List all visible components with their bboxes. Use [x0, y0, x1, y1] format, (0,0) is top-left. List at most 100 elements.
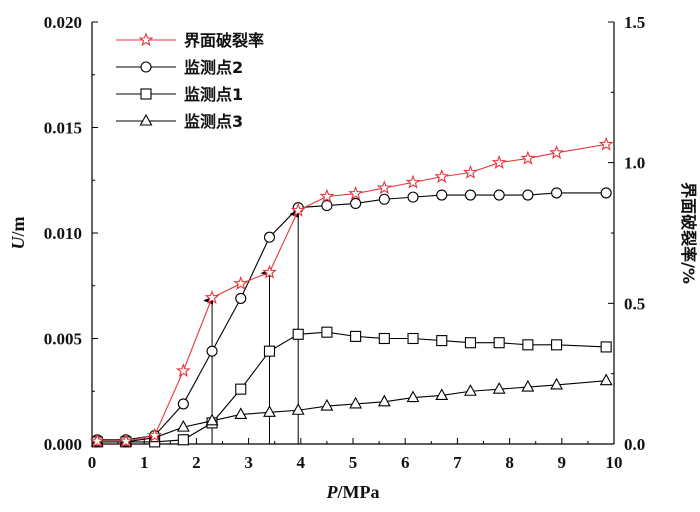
series-circle-point — [600, 187, 612, 199]
y-left-tick-label: 0.005 — [44, 330, 82, 349]
series-square-point — [292, 328, 304, 340]
y-right-axis-title: 界面破裂率/% — [679, 182, 698, 284]
series-triangle-point — [464, 384, 477, 396]
series-square-point — [600, 341, 612, 353]
legend-item-star: 界面破裂率 — [116, 31, 264, 50]
series-star-point — [491, 154, 507, 169]
series-triangle-point — [320, 398, 334, 411]
series-triangle — [90, 373, 613, 447]
series-layer — [89, 136, 614, 448]
series-triangle-point — [550, 377, 564, 390]
series-circle-point — [464, 189, 477, 201]
series-star-point — [376, 180, 392, 195]
x-tick-label: 2 — [192, 453, 201, 472]
series-triangle-point — [521, 379, 535, 392]
series-triangle-point — [599, 373, 613, 386]
y-left-tick-label: 0.020 — [44, 13, 82, 32]
series-circle-point — [321, 200, 333, 212]
series-circle-line — [97, 192, 607, 441]
x-axis-title: P/MPa — [326, 482, 380, 502]
series-triangle-point — [349, 396, 363, 409]
legend-marker-square — [140, 88, 152, 100]
series-circle-point — [493, 189, 505, 201]
series-triangle-point — [205, 413, 219, 426]
legend-label: 监测点1 — [184, 85, 243, 104]
series-triangle-point — [234, 407, 248, 420]
series-triangle-point — [406, 390, 420, 403]
y-left-axis-title-unit: /m — [8, 216, 28, 237]
series-triangle-point — [263, 405, 276, 417]
legend-label: 监测点2 — [184, 58, 243, 77]
series-star-point — [204, 289, 220, 304]
series-star-point — [262, 264, 277, 279]
x-tick-label: 3 — [244, 453, 253, 472]
x-tick-label: 4 — [297, 453, 306, 472]
series-star-point — [175, 363, 191, 378]
y-right-tick-label: 0.0 — [624, 435, 645, 454]
series-square-point — [551, 339, 563, 351]
plot-frame — [91, 22, 615, 445]
series-circle-point — [350, 197, 362, 210]
y-left-axis-title-symbol: U — [8, 236, 28, 250]
series-star-line — [97, 143, 607, 442]
series-triangle-point — [492, 381, 506, 394]
series-square-point — [378, 332, 390, 345]
series-square-point — [350, 330, 362, 342]
series-square-point — [436, 335, 448, 347]
series-star-point — [348, 185, 364, 200]
series-triangle-point — [291, 403, 305, 415]
series-circle-point — [551, 187, 563, 199]
series-star-point — [549, 145, 564, 160]
y-left-tick-label: 0.015 — [44, 119, 82, 138]
series-circle-point — [407, 191, 419, 203]
x-tick-label: 1 — [140, 453, 149, 472]
series-triangle-point — [377, 394, 391, 407]
series-circle-point — [378, 193, 390, 205]
series-star-point — [319, 188, 335, 203]
y-right-axis-ticks: 0.0 0.5 1.0 1.5 — [608, 13, 645, 454]
series-star — [89, 136, 614, 448]
series-star-point — [233, 275, 249, 290]
x-axis-title-unit: /MPa — [337, 482, 380, 502]
x-axis-ticks: 0 1 2 3 4 5 6 7 8 9 10 — [88, 438, 623, 472]
x-axis-title-symbol: P — [326, 482, 339, 502]
legend-item-square: 监测点1 — [116, 85, 243, 104]
y-right-tick-label: 0.5 — [624, 294, 645, 313]
series-square-point — [464, 337, 477, 349]
y-left-axis-ticks: 0.000 0.005 0.010 0.015 0.020 — [44, 13, 98, 454]
x-tick-label: 8 — [505, 453, 514, 472]
legend-label: 监测点3 — [184, 112, 243, 131]
series-star-point — [118, 433, 134, 448]
series-square-point — [522, 339, 534, 351]
x-tick-label: 6 — [401, 453, 410, 472]
series-star-point — [598, 136, 614, 151]
series-triangle-point — [176, 419, 190, 432]
x-tick-label: 10 — [606, 453, 623, 472]
series-star-point — [520, 150, 536, 165]
series-star-point — [463, 164, 478, 179]
y-left-tick-label: 0.000 — [44, 435, 82, 454]
x-tick-label: 5 — [349, 453, 358, 472]
series-circle-point — [235, 292, 247, 304]
legend-marker-triangle — [139, 113, 153, 126]
series-square-point — [177, 434, 189, 446]
x-tick-label: 9 — [558, 453, 567, 472]
series-star-point — [147, 427, 163, 442]
y-right-tick-label: 1.0 — [624, 154, 645, 173]
series-circle-point — [206, 345, 218, 357]
annotation-arrows — [203, 210, 300, 444]
series-square-point — [321, 326, 333, 338]
series-circle-point — [436, 189, 448, 201]
series-square-point — [263, 345, 276, 357]
series-circle-point — [177, 398, 189, 410]
y-left-tick-label: 0.010 — [44, 224, 82, 243]
series-star-point — [290, 202, 306, 217]
x-tick-label: 7 — [453, 453, 462, 472]
legend-item-triangle: 监测点3 — [116, 112, 243, 131]
legend-item-circle: 监测点2 — [116, 58, 243, 77]
legend-marker-circle — [140, 61, 152, 73]
series-circle-point — [263, 231, 276, 243]
series-square-point — [407, 332, 419, 345]
